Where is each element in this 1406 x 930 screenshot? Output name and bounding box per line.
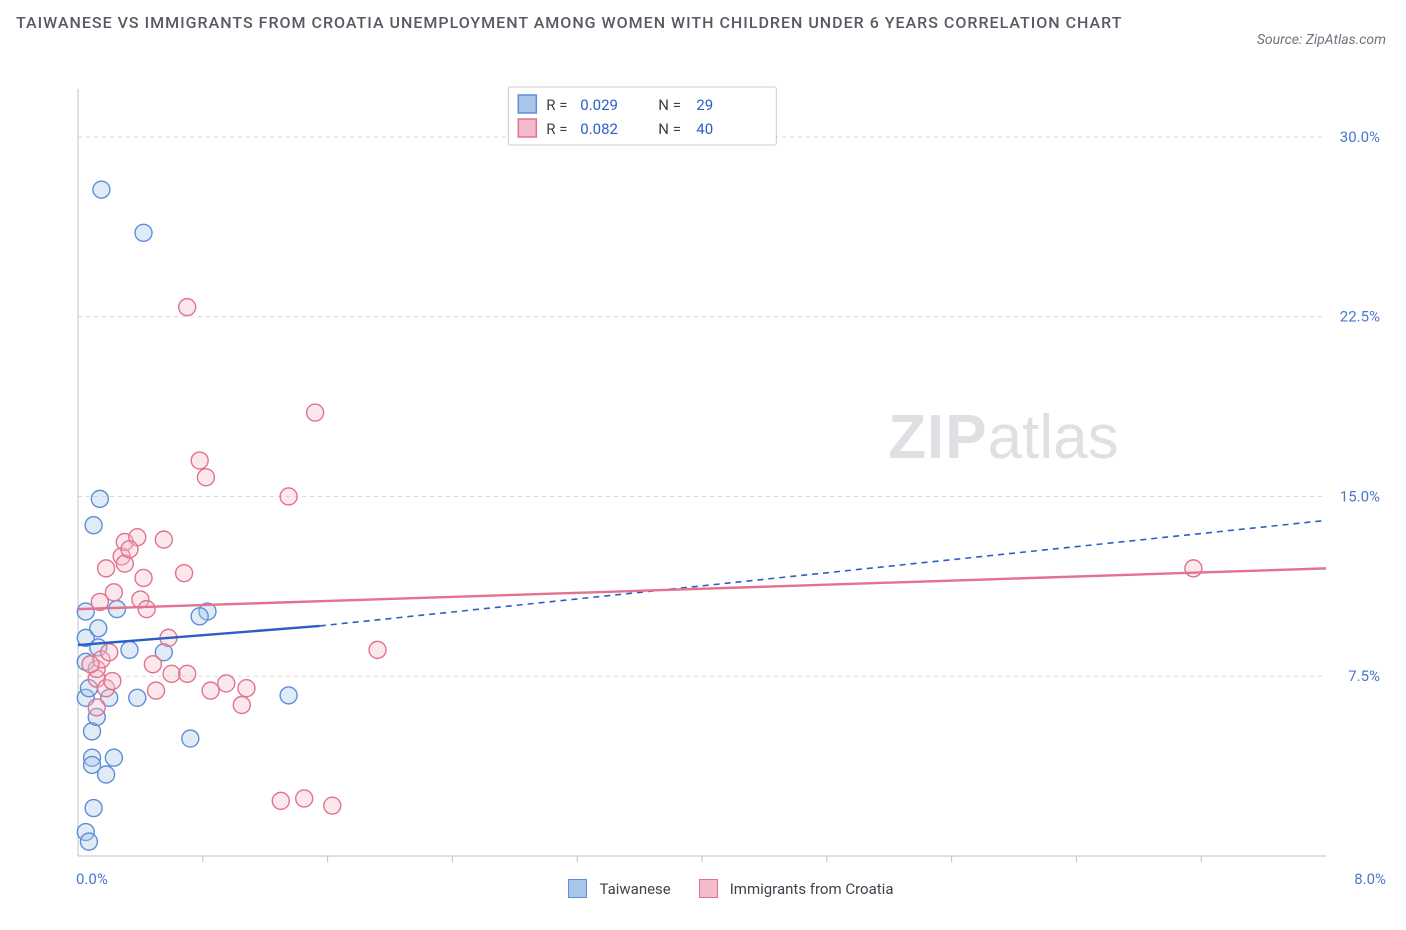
svg-text:15.0%: 15.0% — [1340, 487, 1380, 505]
svg-text:N =: N = — [658, 120, 681, 138]
legend-swatch-icon — [699, 879, 718, 898]
svg-text:40: 40 — [696, 120, 713, 138]
chart-container: Unemployment Among Women with Children U… — [20, 85, 1386, 910]
source-text: Source: ZipAtlas.com — [1257, 32, 1386, 48]
svg-text:R =: R = — [546, 120, 567, 138]
legend-item-taiwanese: Taiwanese — [568, 879, 670, 898]
legend-label: Taiwanese — [599, 880, 670, 898]
legend-label: Immigrants from Croatia — [730, 880, 894, 898]
legend-swatch-icon — [568, 879, 587, 898]
legend-item-croatia: Immigrants from Croatia — [699, 879, 894, 898]
scatter-plot-svg: 7.5% 15.0% 22.5% 30.0% ZIPatlas R = 0.029 N = 2… — [76, 85, 1386, 862]
svg-text:ZIPatlas: ZIPatlas — [888, 403, 1118, 472]
chart-title: TAIWANESE VS IMMIGRANTS FROM CROATIA UNE… — [16, 10, 1122, 36]
svg-text:0.082: 0.082 — [580, 120, 618, 138]
legend-bottom: Taiwanese Immigrants from Croatia — [76, 866, 1386, 910]
svg-text:N =: N = — [658, 96, 681, 114]
svg-text:R =: R = — [546, 96, 567, 114]
plot-area: 7.5% 15.0% 22.5% 30.0% ZIPatlas R = 0.029 N = 2… — [76, 85, 1386, 862]
svg-text:29: 29 — [696, 96, 713, 114]
svg-text:0.029: 0.029 — [580, 96, 618, 114]
svg-text:22.5%: 22.5% — [1340, 308, 1380, 326]
svg-text:30.0%: 30.0% — [1340, 128, 1380, 146]
svg-text:7.5%: 7.5% — [1348, 667, 1380, 685]
